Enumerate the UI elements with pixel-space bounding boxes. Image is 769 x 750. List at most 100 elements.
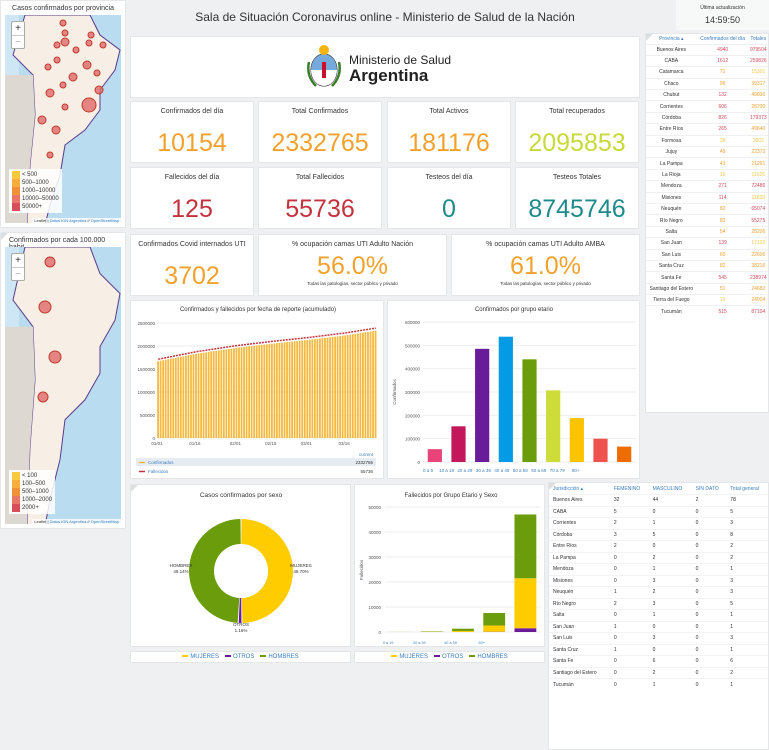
stat-card: Total recuperados 2095853: [515, 101, 639, 163]
legend-item[interactable]: OTROS: [433, 654, 463, 660]
table-cell: 1: [648, 609, 692, 621]
stat-value: 56.0%: [317, 252, 388, 280]
table-cell: 0: [609, 551, 649, 564]
confirmed-bar: [169, 358, 172, 438]
confirmed-bar: [301, 340, 304, 438]
slice-percent: 49.70%: [293, 569, 308, 574]
province-table-panel: Provincia ▴ Confirmados del día Totales Bue…: [645, 33, 769, 413]
legend-item[interactable]: MUJERES: [182, 654, 219, 660]
province-name: Buenos Aires: [646, 43, 697, 56]
confirmed-bar: [286, 342, 288, 438]
x-tick-label: 03/01: [301, 441, 313, 446]
column-header[interactable]: Jurisdicción ▴: [553, 485, 584, 492]
legend-header: current: [359, 452, 374, 457]
age-bar: [522, 359, 537, 462]
legend-swatch: [12, 195, 20, 203]
table-cell: 3: [648, 574, 692, 587]
separator: //: [86, 218, 91, 223]
legend-swatch: [433, 655, 440, 658]
table-cell: Buenos Aires: [549, 494, 610, 506]
legend-item[interactable]: OTROS: [224, 654, 254, 660]
legend-label: 10000–50000: [22, 196, 59, 202]
legend-swatch: [12, 472, 20, 480]
legend-swatch: [12, 496, 20, 504]
zoom-out-button[interactable]: −: [12, 35, 24, 48]
table-cell: 5: [609, 505, 649, 518]
leaflet-link[interactable]: Leaflet: [34, 519, 47, 524]
ign-link[interactable]: Datos IGN Argentina: [49, 218, 87, 223]
total-confirmed: 15301: [748, 66, 768, 79]
column-header[interactable]: SIN DATO: [695, 485, 719, 492]
confirmed-bar: [313, 339, 316, 438]
confirmed-bar: [240, 347, 243, 438]
province-name: Salta: [646, 225, 697, 238]
osm-link[interactable]: OpenStreetMap: [90, 218, 119, 223]
table-cell: 1: [609, 586, 649, 598]
table-cell: 0: [691, 517, 727, 529]
confirmed-bar: [326, 337, 329, 438]
y-tick-label: 20000: [368, 580, 381, 585]
sex-chart-legend: MUJERES OTROS HOMBRES: [130, 651, 351, 663]
daily-confirmed: 82: [696, 259, 749, 272]
column-header[interactable]: Totales: [750, 35, 767, 42]
column-header[interactable]: MASCULINO: [652, 485, 683, 492]
province-name: Córdoba: [646, 111, 697, 124]
map-per-capita[interactable]: + − < 100 100–500 500–1000 1000–2000 2000+ Leaf…: [5, 247, 121, 524]
confirmed-bar: [331, 336, 334, 438]
total-confirmed: 72486: [748, 180, 768, 193]
x-tick-label: 70 a 79: [550, 468, 566, 473]
province-name: Río Negro: [646, 214, 697, 227]
table-cell: 0: [609, 655, 649, 667]
legend-item[interactable]: HOMBRES: [469, 654, 508, 660]
province-name: San Luis: [646, 248, 697, 261]
confirmed-bar: [354, 333, 357, 438]
province-name: Formosa: [646, 134, 697, 147]
confirmed-bar: [341, 335, 344, 438]
panel-corner: [1, 233, 8, 240]
table-cell: 0: [648, 620, 692, 633]
map-cases[interactable]: + − < 500 500–1000 1000–10000 10000–50000 5000…: [5, 15, 121, 223]
column-header[interactable]: Confirmados del día: [700, 35, 745, 42]
total-confirmed: 2602: [748, 134, 768, 147]
province-name: Catamarca: [646, 66, 697, 79]
table-cell: Neuquén: [549, 586, 610, 598]
confirmed-bar: [197, 353, 200, 438]
column-header[interactable]: Total general: [730, 485, 759, 492]
map-legend: < 500 500–1000 1000–10000 10000–50000 50000+: [9, 169, 62, 213]
column-header[interactable]: FEMENINO: [613, 485, 641, 492]
province-marker: [87, 31, 95, 39]
legend-label: 500–1000: [22, 180, 49, 186]
stat-label: Confirmados del día: [160, 108, 224, 115]
table-row: Chubut 132 49036: [646, 89, 768, 101]
leaflet-link[interactable]: Leaflet: [34, 218, 47, 223]
zoom-in-button[interactable]: +: [15, 255, 21, 266]
osm-link[interactable]: OpenStreetMap: [90, 519, 119, 524]
table-cell: 0: [691, 505, 727, 518]
legend-label: < 500: [22, 172, 38, 178]
province-marker: [72, 46, 80, 54]
confirmed-bar: [276, 343, 278, 438]
daily-confirmed: 139: [696, 237, 749, 250]
confirmed-bar: [225, 349, 228, 438]
zoom-in-button[interactable]: +: [15, 23, 21, 34]
map-attribution: Leaflet | Datos IGN Argentina // OpenStr…: [32, 218, 121, 223]
stat-value: 125: [171, 195, 213, 223]
table-cell: 1: [609, 620, 649, 633]
legend-item: 1000–2000: [12, 496, 52, 504]
cumulative-chart-panel: Confirmados y fallecidos por fecha de re…: [130, 300, 384, 479]
total-confirmed: 87104: [748, 305, 768, 318]
table-cell: 3: [648, 632, 692, 644]
table-cell: 32: [609, 494, 649, 506]
legend-item[interactable]: MUJERES: [391, 654, 428, 660]
confirmed-bar: [351, 334, 354, 438]
legend-item[interactable]: HOMBRES: [260, 654, 299, 660]
zoom-control: + −: [11, 253, 25, 281]
province-name: Corrientes: [646, 100, 697, 113]
column-header[interactable]: Provincia ▴: [659, 35, 684, 42]
province-marker: [93, 69, 101, 77]
daily-confirmed: 10: [696, 294, 749, 306]
legend-label: 2000+: [22, 505, 39, 511]
ign-link[interactable]: Datos IGN Argentina: [49, 519, 87, 524]
table-row: Neuquén 1 2 0 3: [549, 586, 768, 598]
zoom-out-button[interactable]: −: [12, 267, 24, 280]
